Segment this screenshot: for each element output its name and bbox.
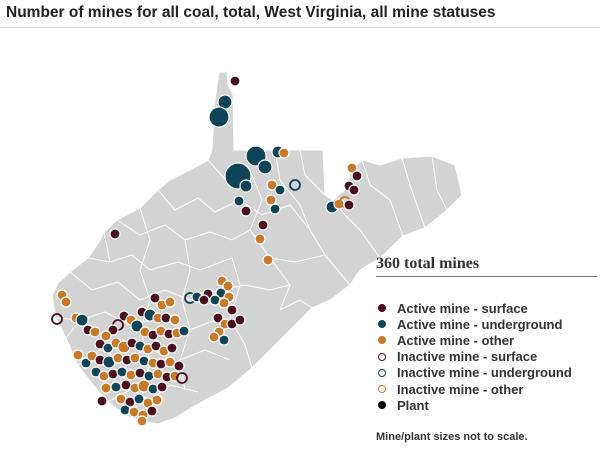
mine-marker <box>229 75 241 87</box>
mine-marker <box>269 203 281 215</box>
map-legend: Active mine - surface Active mine - unde… <box>378 300 572 413</box>
mine-marker <box>226 304 238 316</box>
mine-marker <box>96 395 108 407</box>
mine-marker <box>133 393 145 405</box>
legend-label: Inactive mine - other <box>397 381 524 397</box>
mine-marker <box>240 205 252 217</box>
mine-marker <box>212 312 224 324</box>
mine-marker <box>257 159 273 175</box>
legend-swatch-icon <box>378 320 386 329</box>
legend-swatch-icon <box>378 385 386 394</box>
mine-marker <box>60 296 72 308</box>
mine-markers <box>51 75 363 427</box>
mine-marker <box>208 331 220 343</box>
mine-marker <box>149 292 161 304</box>
mine-marker <box>351 170 363 182</box>
mine-marker <box>169 314 181 326</box>
mine-marker <box>222 280 234 292</box>
map-title: Number of mines for all coal, total, Wes… <box>6 4 496 21</box>
mine-marker <box>72 349 84 361</box>
legend-item[interactable]: Plant <box>378 397 572 413</box>
legend-label: Plant <box>397 397 429 413</box>
legend-label: Active mine - surface <box>397 300 528 316</box>
mine-marker <box>51 313 63 325</box>
legend-swatch-icon <box>378 368 386 377</box>
title-divider <box>0 27 600 28</box>
mine-marker <box>348 184 360 196</box>
legend-item[interactable]: Inactive mine - underground <box>378 365 572 381</box>
mine-marker <box>173 360 185 372</box>
mine-marker <box>100 382 112 394</box>
legend-item[interactable]: Inactive mine - other <box>378 381 572 397</box>
mine-marker <box>102 342 114 354</box>
mine-marker <box>257 219 269 231</box>
legend-swatch-icon <box>378 401 386 410</box>
legend-label: Active mine - underground <box>397 316 563 332</box>
mine-marker <box>208 106 230 128</box>
mine-marker <box>136 415 148 427</box>
mine-marker <box>75 313 89 327</box>
total-divider <box>376 276 597 277</box>
mine-marker <box>176 372 188 384</box>
mine-marker <box>107 324 119 336</box>
mine-marker <box>254 233 266 245</box>
mine-marker <box>164 296 176 308</box>
total-mines-label: 360 total mines <box>376 255 480 272</box>
mine-marker <box>343 199 355 211</box>
mine-marker <box>266 179 278 191</box>
mine-marker <box>146 405 158 417</box>
legend-item[interactable]: Active mine - other <box>378 332 572 348</box>
mine-marker <box>164 356 176 368</box>
mine-marker <box>234 314 246 326</box>
mine-marker <box>98 370 110 382</box>
mine-marker <box>233 195 245 207</box>
mine-marker <box>198 294 210 306</box>
mine-marker <box>333 198 345 210</box>
mine-marker <box>169 370 181 382</box>
legend-swatch-icon <box>378 304 386 313</box>
mine-marker <box>156 381 168 393</box>
mine-marker <box>151 394 163 406</box>
mine-marker <box>130 319 144 333</box>
mine-marker <box>107 368 119 380</box>
mine-marker <box>178 325 190 337</box>
legend-swatch-icon <box>378 336 386 345</box>
legend-item[interactable]: Active mine - underground <box>378 316 572 332</box>
mine-marker <box>119 404 131 416</box>
mine-marker <box>80 357 92 369</box>
legend-swatch-icon <box>378 352 386 361</box>
mine-marker <box>155 358 167 370</box>
mine-marker <box>89 326 101 338</box>
mine-marker <box>278 147 290 159</box>
mine-marker <box>160 312 172 324</box>
mine-marker <box>346 162 358 174</box>
mine-marker <box>100 330 112 342</box>
mine-marker <box>112 352 124 364</box>
mine-marker <box>138 355 150 367</box>
mine-marker <box>218 297 230 309</box>
legend-item[interactable]: Active mine - surface <box>378 300 572 316</box>
legend-item[interactable]: Inactive mine - surface <box>378 349 572 365</box>
mine-marker <box>274 184 286 196</box>
mine-marker <box>110 381 122 393</box>
scale-note: Mine/plant sizes not to scale. <box>376 431 528 443</box>
mine-marker <box>150 340 162 352</box>
mine-marker <box>218 334 230 346</box>
mine-marker <box>239 179 253 193</box>
mine-marker <box>109 228 121 240</box>
mine-marker <box>166 342 178 354</box>
mine-marker <box>262 254 274 266</box>
legend-label: Inactive mine - underground <box>397 365 572 381</box>
legend-label: Active mine - other <box>397 332 515 348</box>
mine-marker <box>125 369 137 381</box>
mine-marker <box>143 370 155 382</box>
mine-marker <box>289 179 301 191</box>
mine-marker <box>147 383 159 395</box>
mine-marker <box>265 194 277 206</box>
legend-label: Inactive mine - surface <box>397 349 538 365</box>
